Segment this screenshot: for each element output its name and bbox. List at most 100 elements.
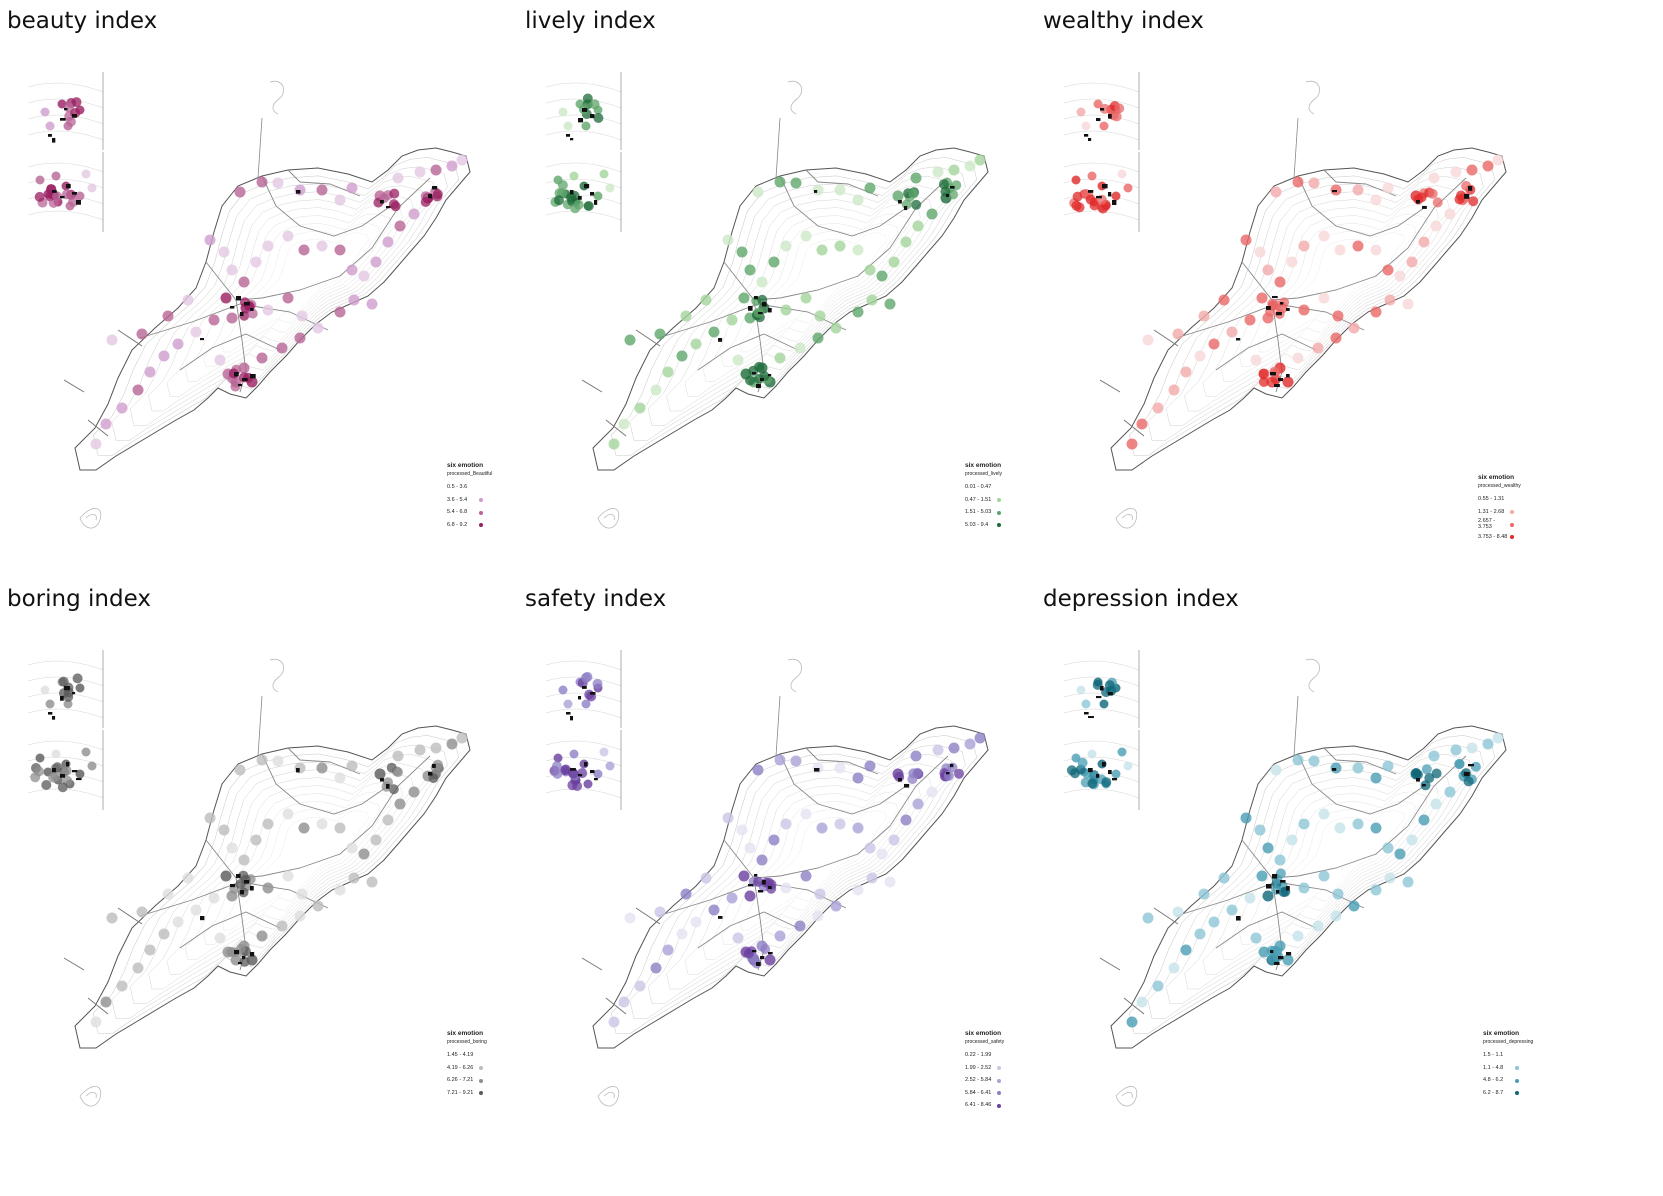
sample-point: [235, 879, 246, 889]
contour-line: [129, 175, 437, 426]
legend-item: 0.47 - 1.51: [965, 494, 1002, 507]
contour-line: [545, 82, 622, 93]
building: [752, 950, 757, 953]
sample-point: [382, 236, 394, 248]
sample-point: [1468, 196, 1479, 207]
sample-point: [298, 822, 310, 834]
contour-line: [1063, 114, 1140, 125]
building: [1112, 778, 1118, 781]
sample-point: [884, 876, 896, 888]
building: [52, 768, 57, 773]
building: [200, 916, 205, 921]
sample-point: [1114, 103, 1125, 114]
pier-lines: [1099, 907, 1179, 1015]
panel-title: beauty index: [7, 8, 158, 34]
map-panel-lively: lively index six emotion processed_livel…: [518, 0, 1058, 585]
contour-line: [1221, 782, 1439, 960]
sample-point: [1218, 294, 1230, 306]
sample-point: [230, 381, 241, 392]
sample-point: [1431, 768, 1442, 779]
legend-field: processed_lively: [965, 470, 1002, 477]
sample-point: [690, 338, 702, 350]
sample-point: [1240, 812, 1252, 824]
islet-outline: [597, 1086, 620, 1107]
building: [1416, 200, 1420, 204]
sample-point: [256, 930, 268, 942]
sample-point: [794, 342, 806, 354]
road: [805, 169, 879, 197]
sample-point: [51, 171, 61, 181]
sample-point: [162, 310, 174, 322]
sample-point: [1117, 169, 1127, 179]
sample-point: [732, 932, 744, 944]
sample-point: [208, 892, 220, 904]
sample-point: [87, 183, 97, 193]
building: [240, 890, 245, 895]
sample-point: [557, 180, 568, 191]
sample-point: [45, 121, 55, 131]
sample-point: [72, 673, 83, 684]
panel-title: boring index: [7, 586, 151, 612]
sample-point: [900, 236, 912, 248]
sample-point: [456, 154, 468, 166]
sample-point: [35, 753, 45, 763]
sample-point: [1318, 292, 1330, 304]
sample-point: [1250, 932, 1262, 944]
sample-point: [1482, 738, 1494, 750]
building: [230, 306, 235, 309]
sample-point: [358, 270, 370, 282]
sample-point: [370, 834, 382, 846]
sample-point: [1070, 768, 1080, 779]
sample-point: [1466, 164, 1478, 176]
sample-point: [81, 169, 91, 179]
legend-title: six emotion: [447, 462, 484, 469]
sample-point: [1272, 946, 1282, 957]
sample-point: [366, 298, 378, 310]
building: [230, 884, 236, 888]
sample-point: [1308, 177, 1320, 189]
building: [1266, 306, 1271, 310]
panel-title: lively index: [525, 8, 656, 34]
building: [432, 186, 438, 190]
sample-point: [1402, 876, 1414, 888]
sample-point: [932, 166, 944, 178]
building: [386, 784, 390, 789]
sample-point: [593, 191, 603, 201]
sample-point: [45, 699, 55, 709]
sample-point: [370, 256, 382, 268]
building: [1286, 374, 1290, 378]
sample-point: [722, 812, 734, 824]
sample-point: [1071, 175, 1081, 185]
legend-title: six emotion: [965, 462, 1002, 469]
buildings: [1084, 108, 1473, 388]
sample-point: [136, 328, 148, 340]
sample-point: [1330, 332, 1342, 344]
building: [1096, 774, 1100, 778]
sample-point: [1382, 264, 1394, 276]
building: [48, 712, 53, 715]
road: [179, 333, 281, 371]
map-legend: six emotion processed_safety 0.22 - 1.99…: [965, 1030, 1004, 1112]
sample-point: [204, 234, 216, 246]
sample-point: [256, 754, 268, 766]
sample-point: [852, 194, 864, 206]
building: [60, 696, 64, 701]
building: [754, 296, 758, 300]
sample-point: [974, 154, 986, 166]
sample-point: [1406, 834, 1418, 846]
sample-point: [100, 418, 112, 430]
building: [244, 302, 250, 306]
map-legend: six emotion processed_boring 1.45 - 4.19…: [447, 1030, 487, 1100]
road: [287, 747, 361, 775]
sample-point: [567, 780, 578, 791]
sample-point: [744, 842, 756, 854]
building: [578, 696, 582, 700]
sample-point: [581, 121, 591, 131]
road: [779, 753, 907, 815]
sample-point: [430, 164, 442, 176]
sample-point: [1370, 772, 1382, 784]
legend-swatch: [997, 498, 1001, 503]
sample-point: [392, 750, 404, 762]
sample-point: [294, 332, 306, 344]
inset-maps: [1063, 650, 1140, 810]
